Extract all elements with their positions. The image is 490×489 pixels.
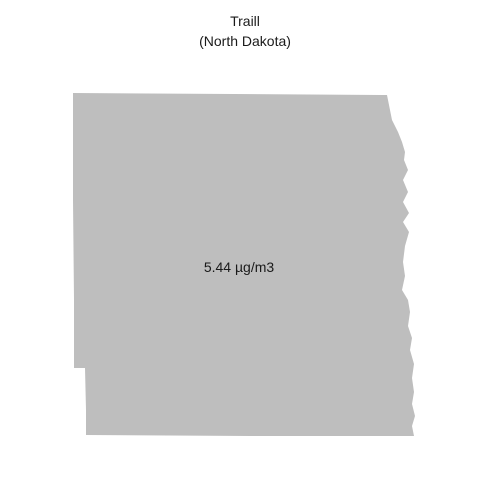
- map-subtitle: (North Dakota): [199, 33, 291, 49]
- county-shape: [73, 93, 415, 436]
- region-value-label: 5.44 µg/m3: [204, 259, 275, 275]
- map-title: Traill: [230, 13, 260, 29]
- map-title-block: Traill (North Dakota): [0, 11, 490, 51]
